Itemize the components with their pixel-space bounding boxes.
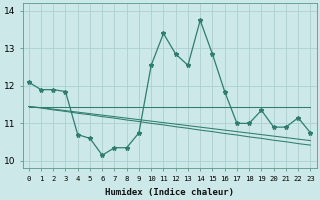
- X-axis label: Humidex (Indice chaleur): Humidex (Indice chaleur): [105, 188, 234, 197]
